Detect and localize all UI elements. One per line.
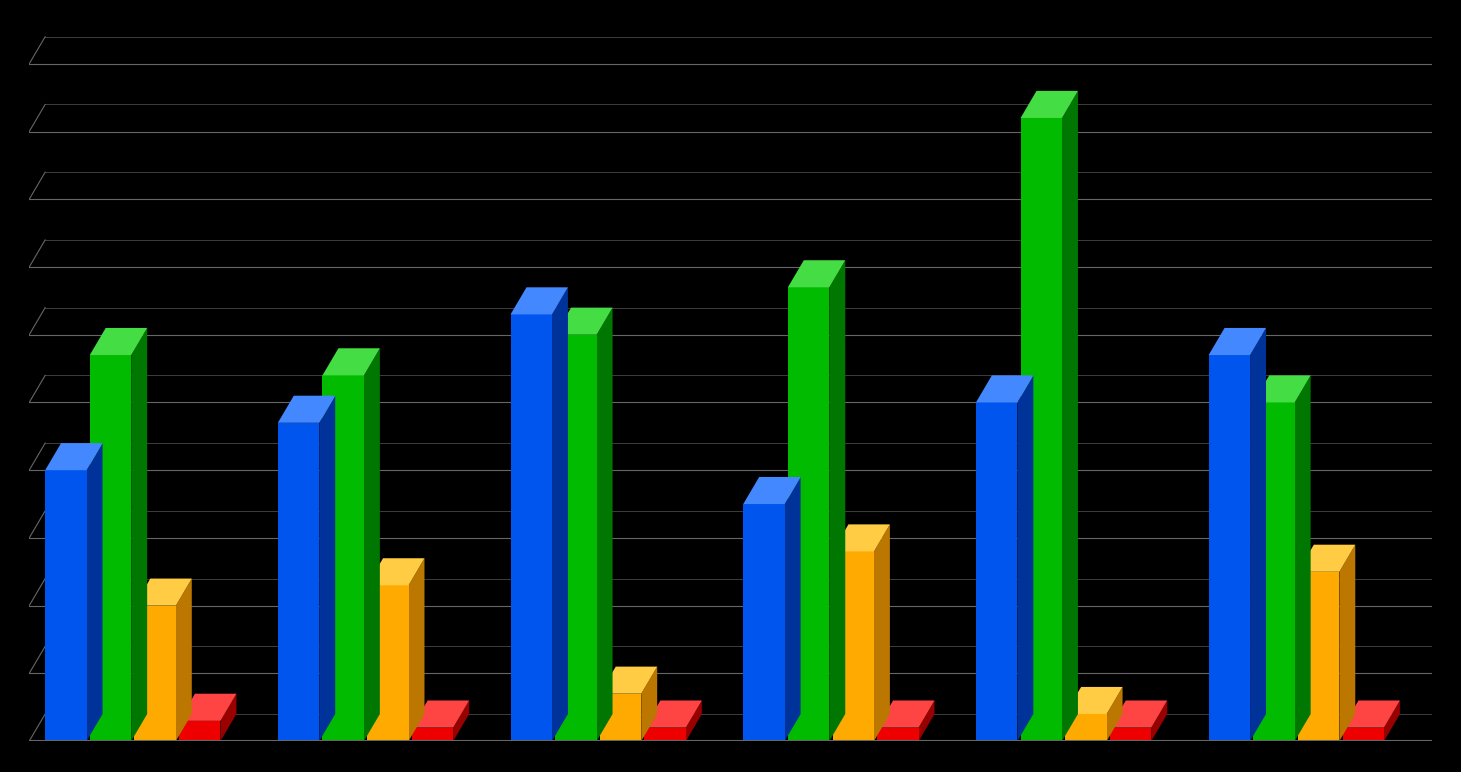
Bar [89,355,131,741]
Bar [1254,402,1294,741]
Polygon shape [1343,700,1400,727]
Bar [367,585,409,741]
Polygon shape [1208,328,1267,355]
Polygon shape [1297,545,1356,572]
Polygon shape [1106,687,1122,741]
Polygon shape [364,348,380,741]
Polygon shape [367,558,425,585]
Bar [600,694,641,741]
Bar [1297,572,1340,741]
Polygon shape [685,700,701,741]
Bar [180,721,221,741]
Polygon shape [1384,700,1400,741]
Bar [877,727,919,741]
Polygon shape [830,260,846,741]
Polygon shape [919,700,935,741]
Bar [1208,355,1251,741]
Polygon shape [785,477,801,741]
Bar [134,606,175,741]
Polygon shape [409,558,425,741]
Polygon shape [412,700,469,727]
Bar [1110,727,1151,741]
Polygon shape [510,287,568,314]
Bar [1065,714,1106,741]
Bar [744,504,785,741]
Polygon shape [86,443,102,741]
Bar [1343,727,1384,741]
Polygon shape [874,524,890,741]
Polygon shape [1062,91,1078,741]
Bar [787,287,830,741]
Bar [976,402,1017,741]
Bar [644,727,685,741]
Polygon shape [1151,700,1167,741]
Polygon shape [221,694,237,741]
Polygon shape [323,348,380,375]
Polygon shape [552,287,568,741]
Polygon shape [1251,328,1267,741]
Bar [412,727,453,741]
Bar [555,335,596,741]
Polygon shape [175,578,191,741]
Polygon shape [833,524,890,551]
Polygon shape [278,396,335,423]
Bar [45,470,86,741]
Polygon shape [555,307,612,335]
Polygon shape [641,666,657,741]
Polygon shape [1017,375,1033,741]
Polygon shape [134,578,191,606]
Bar [1021,118,1062,741]
Polygon shape [877,700,935,727]
Polygon shape [453,700,469,741]
Bar [510,314,552,741]
Polygon shape [600,666,657,694]
Polygon shape [320,396,335,741]
Polygon shape [976,375,1033,402]
Bar [833,551,874,741]
Polygon shape [596,307,612,741]
Polygon shape [1340,545,1356,741]
Polygon shape [1254,375,1311,402]
Polygon shape [787,260,846,287]
Polygon shape [1110,700,1167,727]
Polygon shape [180,694,237,721]
Polygon shape [1294,375,1311,741]
Polygon shape [1065,687,1122,714]
Bar [278,423,320,741]
Polygon shape [89,328,148,355]
Polygon shape [744,477,801,504]
Polygon shape [45,443,102,470]
Polygon shape [644,700,701,727]
Polygon shape [131,328,148,741]
Bar [323,375,364,741]
Polygon shape [1021,91,1078,118]
